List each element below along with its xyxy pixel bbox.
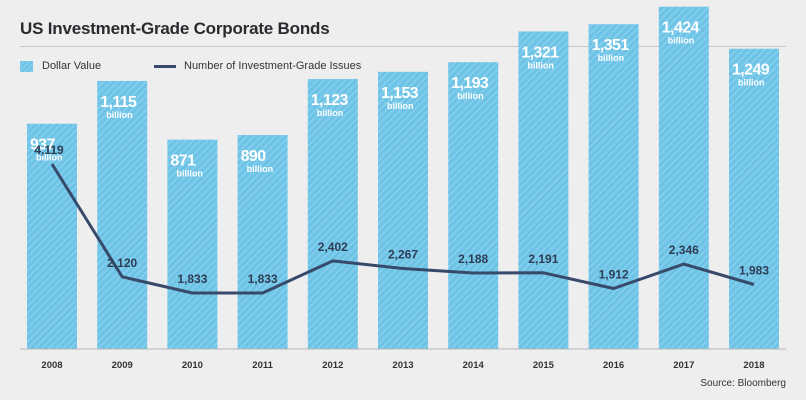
legend-line-label: Number of Investment-Grade Issues xyxy=(184,60,362,72)
x-tick-2010: 2010 xyxy=(182,360,203,371)
bar-unit-label-2010: billion xyxy=(176,169,203,179)
bar-unit-label-2011: billion xyxy=(247,164,274,174)
chart-title: US Investment-Grade Corporate Bonds xyxy=(20,19,330,38)
bar-unit-label-2012: billion xyxy=(317,108,344,118)
legend-item-line: Number of Investment-Grade Issues xyxy=(154,60,361,72)
legend-bar-label: Dollar Value xyxy=(42,60,102,72)
bar-2011 xyxy=(237,135,288,349)
x-tick-2017: 2017 xyxy=(673,360,694,371)
bar-unit-label-2015: billion xyxy=(527,60,554,70)
bar-2009 xyxy=(97,80,148,349)
bar-value-label-2014: 1,193 xyxy=(451,75,489,92)
x-tick-2009: 2009 xyxy=(112,360,133,371)
bar-unit-label-2013: billion xyxy=(387,101,414,111)
bar-value-label-2015: 1,321 xyxy=(521,44,559,61)
bar-2014 xyxy=(448,62,499,350)
x-tick-2016: 2016 xyxy=(603,360,624,371)
x-tick-2013: 2013 xyxy=(392,360,413,371)
title-divider xyxy=(20,46,786,47)
bar-unit-label-2016: billion xyxy=(598,53,625,63)
bar-unit-label-2009: billion xyxy=(106,110,133,120)
issues-line xyxy=(50,163,755,295)
bar-value-label-2016: 1,351 xyxy=(592,37,630,54)
issues-label-2011: 1,833 xyxy=(248,272,278,286)
x-tick-2015: 2015 xyxy=(533,360,555,371)
legend-line-swatch xyxy=(154,64,176,68)
issues-label-2009: 2,120 xyxy=(107,256,137,270)
bar-value-label-2010: 871 xyxy=(170,153,196,170)
issues-label-2013: 2,267 xyxy=(388,248,418,262)
bar-unit-label-2018: billion xyxy=(738,78,765,88)
bar-2018 xyxy=(729,48,779,350)
bar-value-label-2011: 890 xyxy=(241,148,267,165)
x-tick-2018: 2018 xyxy=(743,360,764,371)
bar-2015 xyxy=(518,31,569,349)
bar-value-label-2013: 1,153 xyxy=(381,85,419,102)
issues-label-2015: 2,191 xyxy=(528,252,558,266)
issues-label-2010: 1,833 xyxy=(177,272,207,286)
legend-item-bars: Dollar Value xyxy=(20,60,101,72)
issues-label-2018: 1,983 xyxy=(739,264,769,278)
issues-label-2012: 2,402 xyxy=(318,240,348,254)
x-tick-2014: 2014 xyxy=(463,360,485,371)
bar-value-label-2012: 1,123 xyxy=(311,92,349,109)
x-tick-2012: 2012 xyxy=(322,360,343,371)
issues-label-2014: 2,188 xyxy=(458,252,488,266)
issues-label-2008: 4,119 xyxy=(34,143,64,157)
bar-unit-label-2008: billion xyxy=(36,153,63,163)
bar-2010 xyxy=(167,139,218,349)
issues-label-2016: 1,912 xyxy=(599,268,629,282)
bar-unit-label-2017: billion xyxy=(668,36,695,46)
issues-label-2017: 2,346 xyxy=(669,243,699,257)
bar-value-label-2017: 1,424 xyxy=(662,20,700,37)
legend-bar-swatch xyxy=(20,60,33,72)
x-tick-2011: 2011 xyxy=(252,360,273,371)
bar-2013 xyxy=(378,71,428,350)
bar-2008 xyxy=(27,123,77,349)
bar-2012 xyxy=(307,79,358,350)
bar-2017 xyxy=(658,6,709,349)
bar-value-label-2018: 1,249 xyxy=(732,62,770,79)
bar-value-label-2009: 1,115 xyxy=(100,94,137,111)
x-tick-2008: 2008 xyxy=(41,360,62,371)
bar-value-label-2008: 937 xyxy=(30,137,56,154)
source-note: Source: Bloomberg xyxy=(700,378,786,389)
bar-unit-label-2014: billion xyxy=(457,91,484,101)
bar-2016 xyxy=(588,24,639,349)
